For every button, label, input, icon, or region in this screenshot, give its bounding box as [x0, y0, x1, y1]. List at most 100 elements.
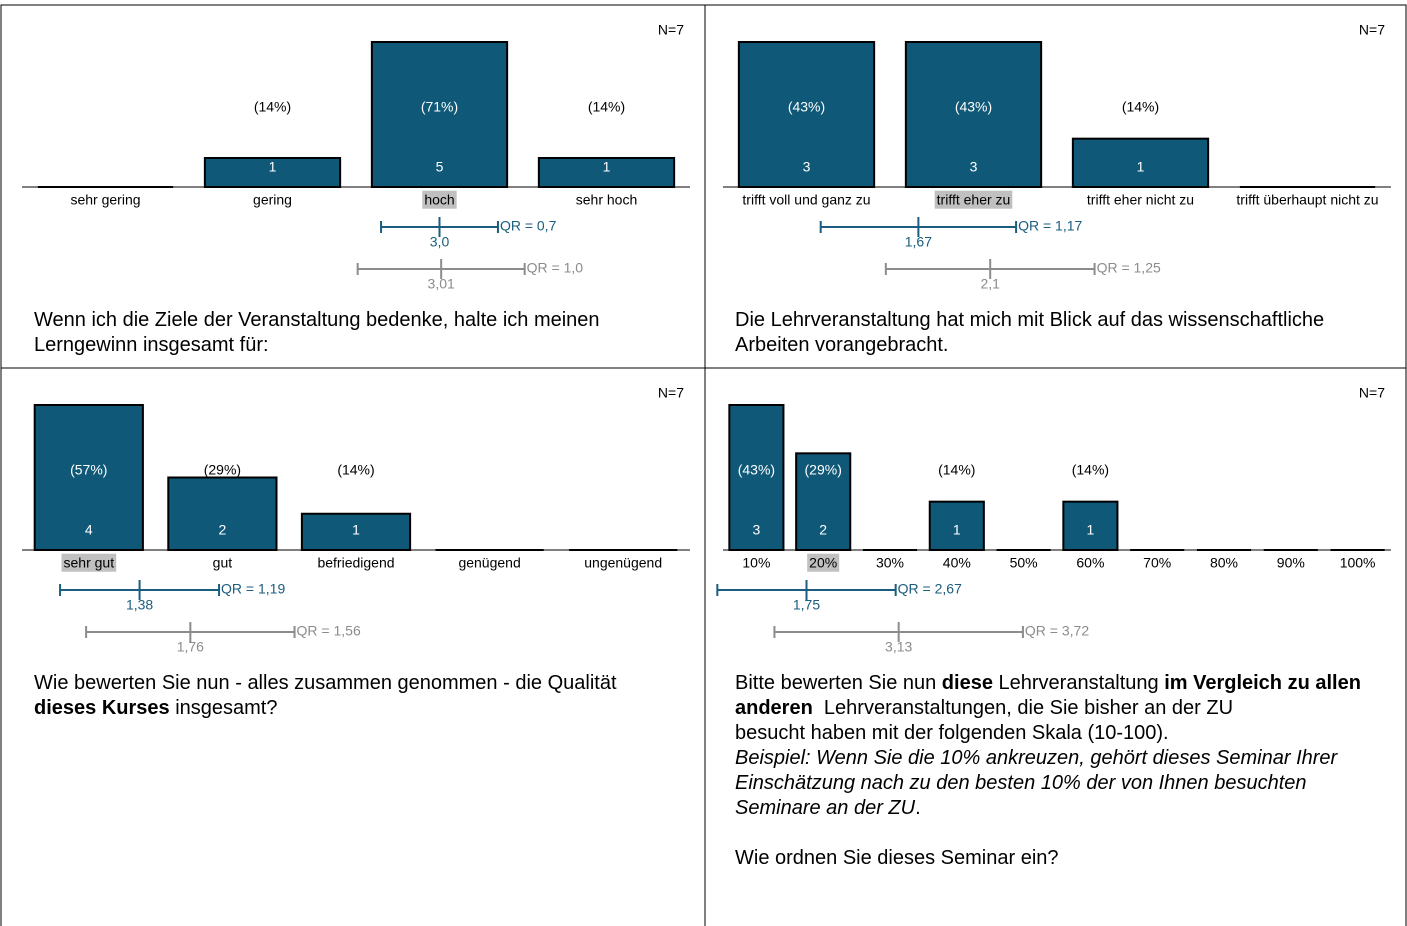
qr-label: QR = 1,19 [221, 581, 285, 597]
percent-label: (43%) [788, 99, 825, 115]
mean-label: 1,38 [126, 597, 153, 613]
category-label: hoch [424, 192, 454, 208]
grid-border [0, 4, 1407, 926]
category-label: 30% [876, 555, 904, 571]
category-label: trifft voll und ganz zu [742, 192, 870, 208]
category-label: 40% [943, 555, 971, 571]
question-paragraph [735, 821, 1385, 846]
mean-label: 3,01 [428, 276, 455, 292]
count-label: 1 [1137, 159, 1145, 175]
bar [33, 404, 144, 551]
qr-label: QR = 3,72 [1025, 623, 1089, 639]
bar [737, 41, 876, 188]
qr-label: QR = 0,7 [500, 218, 557, 234]
bar [928, 500, 985, 551]
mean-label: 1,76 [177, 639, 204, 655]
mean-label: 3,0 [430, 234, 450, 250]
percent-label: (29%) [204, 462, 241, 478]
median-highlight [422, 190, 457, 209]
question-text: Bitte bewerten Sie nun [735, 672, 942, 694]
percent-label: (14%) [254, 99, 291, 115]
count-label: 3 [803, 159, 811, 175]
category-label: trifft überhaupt nicht zu [1236, 192, 1378, 208]
n-label: N=7 [1359, 385, 1385, 401]
question-paragraph: besucht haben mit der folgenden Skala (1… [735, 721, 1385, 746]
category-label: 20% [809, 555, 837, 571]
question-text: diese [941, 672, 993, 694]
question-text: Lehrveranstaltungen, die Sie bisher an d… [812, 697, 1234, 719]
qr-label: QR = 1,17 [1018, 218, 1082, 234]
question-text: insgesamt? [169, 697, 278, 719]
category-label: 80% [1210, 555, 1238, 571]
qr-label: QR = 2,67 [898, 581, 962, 597]
category-label: 100% [1340, 555, 1376, 571]
percent-label: (29%) [805, 462, 842, 478]
question-text: Wie ordnen Sie dieses Seminar ein? [735, 847, 1059, 869]
question-text: Lehrveranstaltung [992, 672, 1165, 694]
count-label: 5 [436, 159, 444, 175]
question-text: im Vergleich zu allen anderen [735, 672, 1367, 719]
question-paragraph: Wie bewerten Sie nun - alles zusammen ge… [34, 671, 684, 721]
percent-label: (14%) [938, 462, 975, 478]
qr-label: QR = 1,25 [1097, 260, 1161, 276]
category-label: befriedigend [317, 555, 394, 571]
category-label: sehr gut [64, 555, 115, 571]
category-label: sehr hoch [576, 192, 637, 208]
count-label: 4 [85, 522, 93, 538]
question: Die Lehrveranstaltung hat mich mit Blick… [735, 308, 1385, 358]
percent-label: (14%) [588, 99, 625, 115]
category-label: gut [213, 555, 233, 571]
mean-label: 2,1 [980, 276, 1000, 292]
mean-label: 1,75 [793, 597, 820, 613]
question-paragraph: Bitte bewerten Sie nun diese Lehrveranst… [735, 671, 1385, 721]
count-label: 1 [352, 522, 360, 538]
n-label: N=7 [658, 22, 684, 38]
percent-label: (14%) [1122, 99, 1159, 115]
count-label: 3 [970, 159, 978, 175]
bar [300, 512, 412, 551]
median-highlight [61, 553, 117, 572]
count-label: 2 [219, 522, 227, 538]
percent-label: (14%) [337, 462, 374, 478]
percent-label: (57%) [70, 462, 107, 478]
question: Bitte bewerten Sie nun diese Lehrveranst… [735, 671, 1385, 871]
question: Wenn ich die Ziele der Veranstaltung bed… [34, 308, 684, 358]
qr-label: QR = 1,56 [297, 623, 361, 639]
category-label: 10% [742, 555, 770, 571]
question-text: . [915, 797, 921, 819]
bar [203, 157, 342, 188]
question-text: besucht haben mit der folgenden Skala (1… [735, 722, 1169, 744]
count-label: 1 [953, 522, 961, 538]
question-paragraph: Beispiel: Wenn Sie die 10% ankreuzen, ge… [735, 746, 1385, 821]
mean-label: 3,13 [885, 639, 912, 655]
question-text: Beispiel: Wenn Sie die 10% ankreuzen, ge… [735, 747, 1343, 819]
count-label: 1 [269, 159, 277, 175]
category-label: genügend [458, 555, 520, 571]
count-label: 1 [1087, 522, 1095, 538]
category-label: sehr gering [70, 192, 140, 208]
question-text: dieses Kurses [34, 697, 170, 719]
bar [1071, 137, 1210, 189]
n-label: N=7 [658, 385, 684, 401]
category-label: trifft eher nicht zu [1087, 192, 1194, 208]
question-text: Die Lehrveranstaltung hat mich mit Blick… [735, 309, 1329, 356]
median-highlight [807, 553, 840, 572]
question: Wie bewerten Sie nun - alles zusammen ge… [34, 671, 684, 721]
question-text: Wie bewerten Sie nun - alles zusammen ge… [34, 672, 623, 694]
category-label: 90% [1277, 555, 1305, 571]
category-label: 50% [1010, 555, 1038, 571]
category-label: gering [253, 192, 292, 208]
category-label: trifft eher zu [937, 192, 1011, 208]
bar [370, 41, 509, 188]
count-label: 3 [753, 522, 761, 538]
bar [167, 476, 278, 551]
median-highlight [934, 190, 1013, 209]
question-paragraph: Wenn ich die Ziele der Veranstaltung bed… [34, 308, 684, 358]
percent-label: (14%) [1072, 462, 1109, 478]
percent-label: (43%) [738, 462, 775, 478]
mean-label: 1,67 [905, 234, 932, 250]
bar [795, 452, 852, 552]
count-label: 1 [603, 159, 611, 175]
